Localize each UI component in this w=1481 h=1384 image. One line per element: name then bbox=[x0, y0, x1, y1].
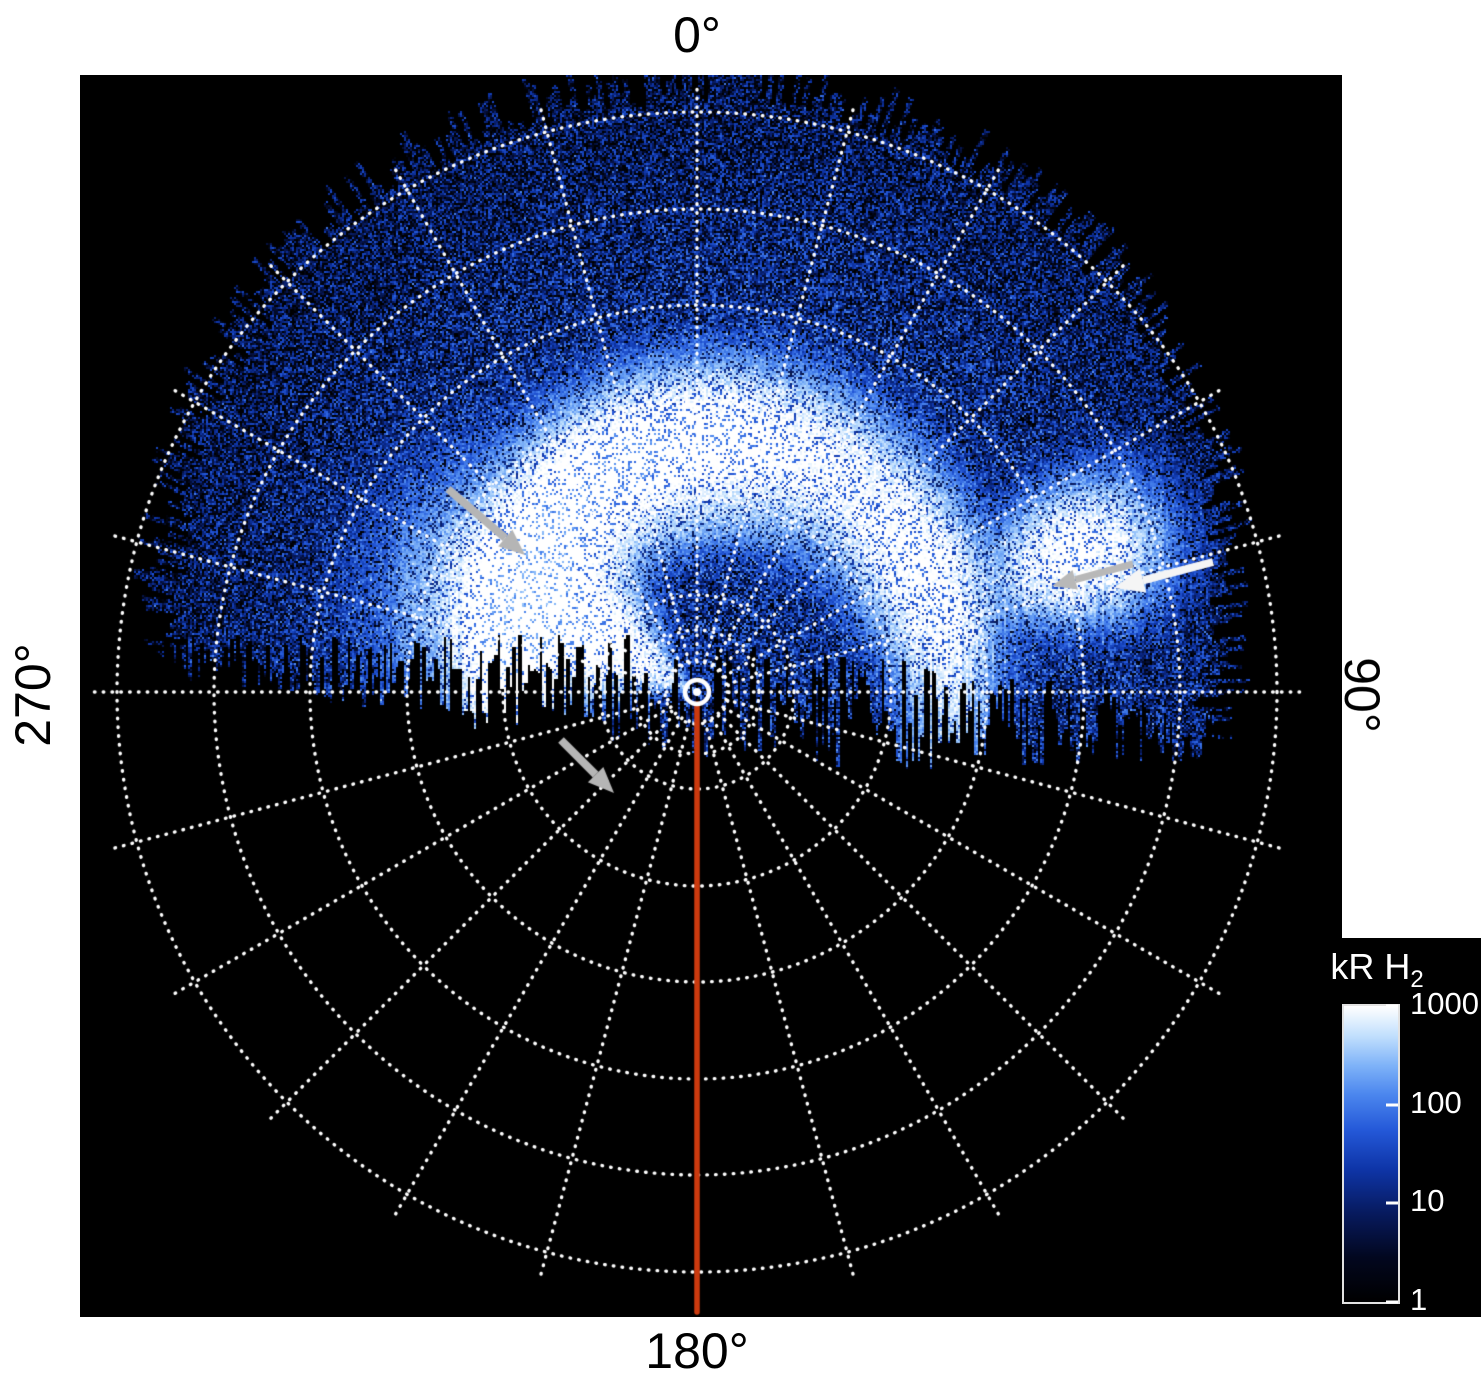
colorbar-title-text: kR H bbox=[1330, 946, 1411, 987]
colorbar: kR H2 1000 100 10 1 bbox=[1316, 938, 1481, 1317]
colorbar-title-subscript: 2 bbox=[1410, 966, 1424, 994]
colorbar-tick-100: 100 bbox=[1410, 1084, 1462, 1120]
colorbar-tick-10: 10 bbox=[1410, 1183, 1445, 1219]
colorbar-tickmark bbox=[1386, 1201, 1398, 1205]
colorbar-title: kR H2 bbox=[1316, 946, 1438, 994]
colorbar-tickmark bbox=[1386, 1004, 1398, 1008]
angle-label-90: 90° bbox=[1334, 657, 1390, 733]
colorbar-tickmark bbox=[1386, 1300, 1398, 1304]
colorbar-gradient bbox=[1342, 1004, 1400, 1304]
colorbar-tick-1: 1 bbox=[1410, 1282, 1428, 1317]
colorbar-tick-labels: 1000 100 10 1 bbox=[1410, 986, 1480, 1317]
angle-label-270: 270° bbox=[5, 643, 61, 747]
colorbar-tickmark bbox=[1386, 1103, 1398, 1107]
angle-label-0: 0° bbox=[673, 7, 721, 63]
aurora-polar-canvas bbox=[80, 75, 1342, 1317]
polar-plot-panel bbox=[80, 75, 1342, 1317]
angle-label-180: 180° bbox=[645, 1323, 749, 1379]
colorbar-tick-1000: 1000 bbox=[1410, 986, 1479, 1021]
